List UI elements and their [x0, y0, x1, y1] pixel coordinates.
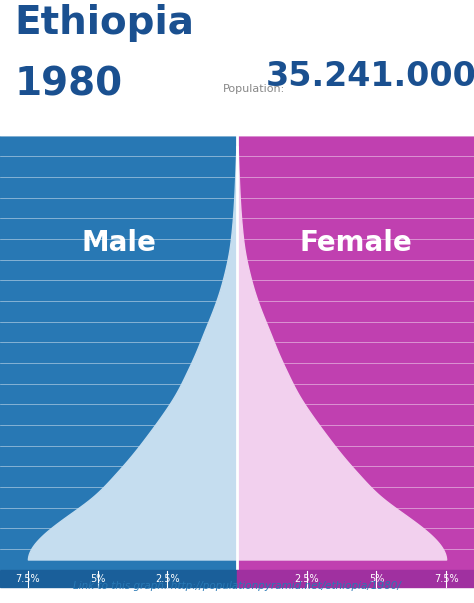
- Text: 5%: 5%: [90, 573, 105, 584]
- Text: 7.5%: 7.5%: [16, 573, 40, 584]
- Bar: [237, 570, 474, 587]
- Text: 5%: 5%: [369, 573, 384, 584]
- Text: Male: Male: [81, 229, 156, 256]
- Text: 2.5%: 2.5%: [155, 573, 180, 584]
- Text: 7.5%: 7.5%: [434, 573, 458, 584]
- Text: Population:: Population:: [223, 84, 285, 94]
- Text: Female: Female: [299, 229, 412, 256]
- Text: Ethiopia: Ethiopia: [14, 4, 194, 42]
- Bar: [237, 136, 474, 570]
- Text: 2.5%: 2.5%: [294, 573, 319, 584]
- Text: 35.241.000: 35.241.000: [265, 60, 474, 93]
- Bar: [0, 136, 237, 570]
- Text: Link to this graph: http://populationpyramid.net/ethiopia/1980/: Link to this graph: http://populationpyr…: [73, 581, 401, 592]
- Bar: [0, 570, 237, 587]
- Text: 1980: 1980: [14, 65, 122, 103]
